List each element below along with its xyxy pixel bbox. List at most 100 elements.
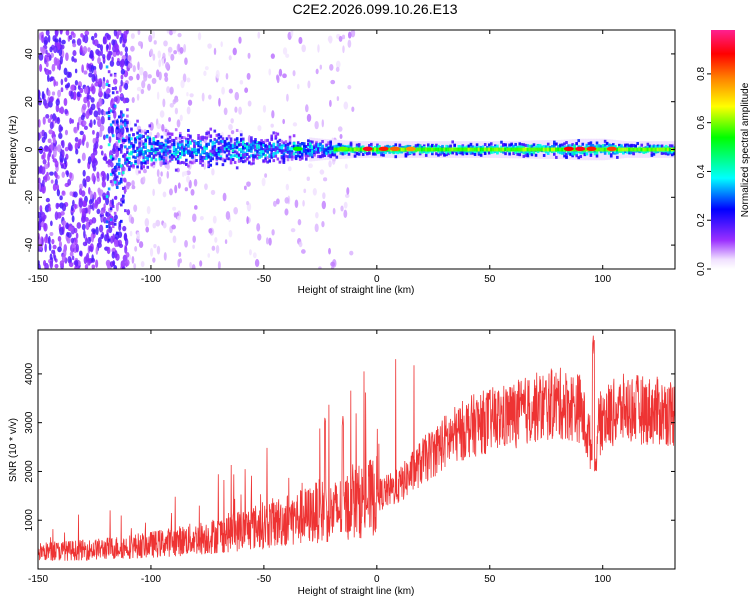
heat-cell xyxy=(94,141,99,149)
heat-cell xyxy=(148,131,153,137)
heat-cell xyxy=(257,233,262,241)
heat-cell xyxy=(185,158,188,162)
heat-cell xyxy=(113,196,117,200)
heat-cell xyxy=(97,50,102,57)
heat-cell xyxy=(569,144,572,148)
heat-cell xyxy=(81,215,86,224)
heat-cell xyxy=(577,139,581,143)
heat-cell xyxy=(243,185,247,191)
heat-cell xyxy=(223,146,227,150)
heat-cell xyxy=(43,131,48,140)
heat-cell xyxy=(485,147,489,152)
heat-cell xyxy=(132,150,135,154)
heat-cell xyxy=(544,147,548,152)
heat-cell xyxy=(113,222,117,226)
heat-cell xyxy=(404,152,408,156)
heat-cell xyxy=(512,152,515,156)
heat-cell xyxy=(54,38,59,43)
heat-cell xyxy=(347,84,352,90)
heat-cell xyxy=(142,142,145,146)
heat-cell xyxy=(43,163,49,170)
heat-cell xyxy=(286,158,290,162)
heat-cell xyxy=(126,129,129,133)
heat-cell xyxy=(471,147,475,152)
heat-cell xyxy=(284,146,288,150)
heat-cell xyxy=(59,226,64,236)
heat-cell xyxy=(571,143,574,147)
heat-cell xyxy=(325,150,328,154)
heat-cell xyxy=(107,50,112,60)
heat-cell xyxy=(144,161,147,165)
heat-cell xyxy=(84,264,89,269)
heat-cell xyxy=(81,64,84,73)
heat-cell xyxy=(321,119,324,128)
heat-cell xyxy=(286,142,290,146)
heat-cell xyxy=(262,104,267,113)
heat-cell xyxy=(68,225,73,232)
heat-cell xyxy=(589,144,593,148)
heat-cell xyxy=(298,36,303,45)
heat-cell xyxy=(180,143,184,147)
heat-cell xyxy=(658,147,662,152)
heat-cell xyxy=(286,150,290,154)
heat-cell xyxy=(609,153,613,157)
heat-cell xyxy=(349,141,353,145)
x-tick-label: 0 xyxy=(374,574,380,585)
heat-cell xyxy=(107,84,111,88)
heat-cell xyxy=(96,208,101,215)
heat-cell xyxy=(149,48,154,57)
heat-cell xyxy=(563,145,566,149)
heat-cell xyxy=(156,132,160,139)
heat-cell xyxy=(262,148,265,152)
heat-cell xyxy=(311,153,314,157)
heat-cell xyxy=(294,154,298,158)
heat-cell xyxy=(45,61,49,68)
heat-cell xyxy=(160,144,164,148)
heat-cell xyxy=(451,147,454,152)
colorbar-tick-label: 0.2 xyxy=(696,213,707,227)
heat-cell xyxy=(526,147,530,152)
heat-cell xyxy=(52,136,56,144)
heat-cell xyxy=(473,147,477,152)
heat-cell xyxy=(110,125,114,135)
heat-cell xyxy=(235,139,239,143)
heat-cell xyxy=(76,38,82,46)
heat-cell xyxy=(158,146,162,150)
heat-cell xyxy=(109,73,113,77)
heat-cell xyxy=(274,146,278,150)
heat-cell xyxy=(260,154,263,158)
heat-cell xyxy=(264,144,267,148)
heat-cell xyxy=(344,163,348,169)
heat-cell xyxy=(512,147,515,152)
heat-cell xyxy=(120,58,126,67)
heat-cell xyxy=(589,153,593,157)
heat-cell xyxy=(607,151,611,155)
heat-cell xyxy=(288,141,292,145)
heat-cell xyxy=(71,255,75,261)
heat-cell xyxy=(553,152,556,156)
heat-cell xyxy=(131,185,136,190)
heat-cell xyxy=(561,147,564,152)
heat-cell xyxy=(136,93,140,101)
heat-cell xyxy=(294,157,298,161)
heat-cell xyxy=(100,115,105,125)
heat-cell xyxy=(205,131,208,135)
heat-cell xyxy=(235,141,239,145)
heat-cell xyxy=(258,141,261,145)
heat-cell xyxy=(467,144,471,148)
heat-cell xyxy=(487,143,491,147)
heat-cell xyxy=(132,155,135,159)
heat-cell xyxy=(636,142,639,146)
heat-cell xyxy=(160,147,164,151)
heat-cell xyxy=(176,145,180,149)
heat-cell xyxy=(248,145,251,149)
heat-cell xyxy=(237,141,241,145)
heat-cell xyxy=(408,151,412,155)
heat-cell xyxy=(124,145,127,149)
heat-cell xyxy=(333,153,337,157)
heat-cell xyxy=(599,144,603,148)
heat-cell xyxy=(282,158,286,162)
heat-cell xyxy=(455,147,459,152)
